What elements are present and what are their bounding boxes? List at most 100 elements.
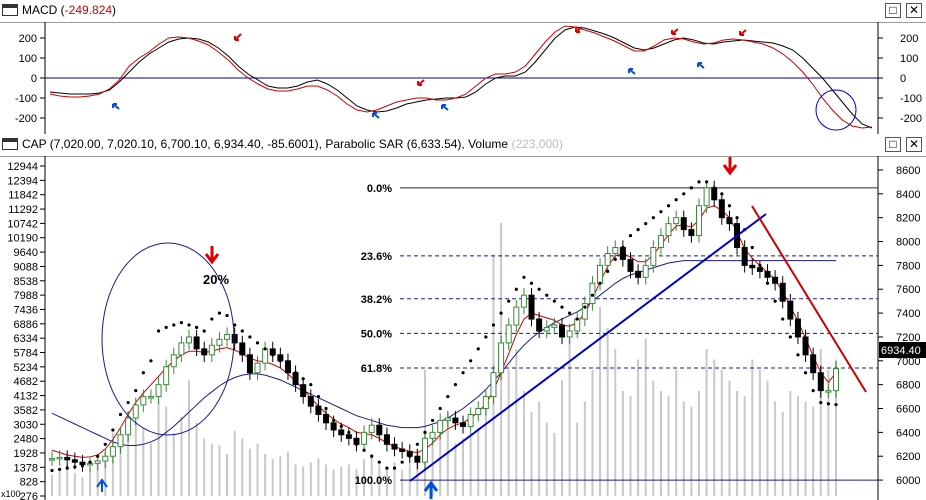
candle-body [132,404,139,419]
candle-body [817,372,824,392]
candle-body [505,324,512,344]
volume-left-tick-label: 12394 [7,175,38,187]
sar-dot [705,180,709,184]
sar-dot [88,460,92,464]
volume-bar [385,466,388,496]
up-arrow-icon [423,480,439,499]
macd-sell-arrow-icon [575,26,583,33]
macd-left-tick-label: 200 [19,33,37,45]
volume-bar [416,448,419,496]
volume-bar [697,391,700,496]
sar-dot [446,394,450,399]
volume-bar [751,359,754,496]
volume-left-tick-label: 7436 [14,304,38,316]
volume-bar [218,445,221,496]
volume-bar [591,370,594,496]
parabolic-sar [50,180,838,473]
macd-sell-arrow-icon [417,79,425,86]
volume-bar [286,451,289,496]
volume-left-tick-label: 276 [20,491,38,500]
sar-dot [58,467,62,471]
sar-dot [469,359,473,363]
sar-dot [461,371,465,375]
sar-dot [126,400,130,405]
sar-dot [423,430,427,434]
sar-dot [362,448,366,452]
sar-dot [826,402,830,406]
sar-dot [248,335,252,339]
price-restore-button[interactable]: □ [885,137,901,152]
volume-left-tick-label: 6886 [14,319,38,331]
fib-label: 0.0% [367,183,392,195]
sar-dot [347,430,351,434]
candle-body [399,448,406,452]
macd-left-tick-label: -100 [15,93,37,105]
macd-restore-button[interactable]: □ [885,3,901,18]
macd-left-tick-label: 100 [19,53,37,65]
sar-dot [735,216,739,220]
volume-bar [766,380,769,496]
consolidation-ellipse [101,242,235,436]
volume-bar [781,412,784,496]
candle-body [551,324,558,328]
price-title: CAP (7,020.00, 7,020.10, 6,700.10, 6,934… [22,137,563,151]
candle-body [49,458,55,461]
volume-bar [804,401,807,496]
candle-body [239,342,246,356]
candle-body [429,431,436,439]
volume-bar [583,401,586,496]
candle-body [558,324,565,338]
uptrend-line [409,213,767,482]
candle-body [102,455,109,462]
volume-bar [560,380,563,496]
volume-bar [705,349,708,496]
volume-bar [51,475,53,496]
sar-dot [552,299,556,303]
sar-dot [583,305,587,309]
candle-body [421,437,428,463]
volume-left-tick-label: 11292 [8,204,38,216]
sar-dot [179,321,183,325]
volume-bar [401,469,404,496]
macd-left-tick-label: -200 [15,113,37,125]
macd-buy-arrow-icon [112,103,120,110]
long-moving-average [51,260,836,446]
macd-close-button[interactable]: ✕ [906,3,922,18]
volume-bar [835,359,837,496]
macd-highlight-circle [815,89,857,131]
price-right-tick-label: 7200 [896,332,920,344]
sar-dot [354,442,359,446]
volume-multiplier: x100 [1,489,21,499]
candle-body [475,408,482,415]
chart-window-icon[interactable] [2,138,18,150]
sar-dot [172,323,176,327]
volume-bar [317,458,320,496]
candle-body [619,246,626,260]
candle-body [779,282,786,302]
volume-bar [553,433,556,496]
candle-body [741,246,748,266]
macd-right-tick-label: 200 [900,33,918,45]
sar-dot [529,281,534,285]
sar-dot [590,293,595,297]
candle-body [109,446,116,457]
candle-body [833,368,839,392]
sar-dot [522,275,526,279]
volume-bar [210,443,213,496]
candle-body [315,405,322,415]
sar-dot [796,353,800,357]
volume-bar [659,391,662,496]
price-right-tick-label: 7800 [896,260,920,272]
volume-left-tick-label: 9640 [14,247,38,259]
fib-label: 23.6% [361,251,392,263]
volume-bar [165,406,168,496]
volume-left-tick-label: 6334 [14,333,38,345]
chart-window-icon[interactable] [2,4,18,16]
candle-body [802,336,809,356]
volume-bar [446,412,449,496]
candle-body [300,384,307,398]
price-close-button[interactable]: ✕ [906,137,922,152]
volume-bar [743,396,746,496]
down-arrow-icon [204,246,220,265]
volume-left-tick-label: 7988 [14,290,38,302]
